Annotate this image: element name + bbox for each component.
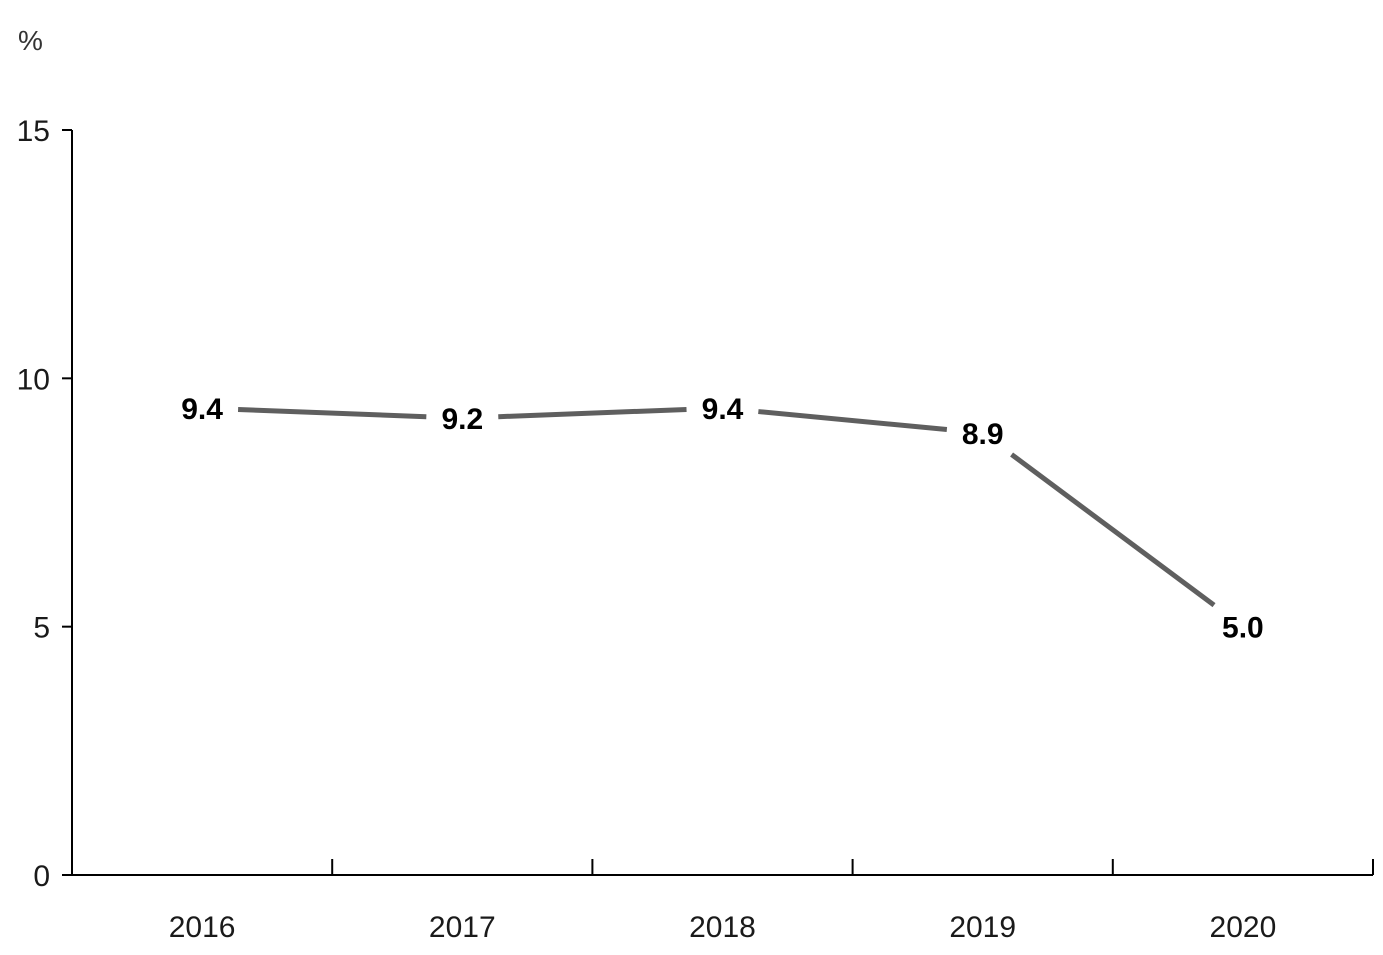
y-tick-label: 0 bbox=[33, 860, 50, 893]
data-label: 8.9 bbox=[962, 418, 1004, 451]
x-tick-label: 2020 bbox=[1210, 911, 1277, 944]
data-label: 9.2 bbox=[441, 403, 483, 436]
data-label: 9.4 bbox=[702, 393, 744, 426]
series-line-segment bbox=[758, 409, 948, 433]
x-axis: 2016 2017 2018 2019 2020 bbox=[72, 859, 1374, 944]
x-tick-label: 2018 bbox=[689, 911, 756, 944]
series-line-segment bbox=[498, 407, 687, 420]
series-layer bbox=[237, 407, 1216, 608]
x-tick-label: 2019 bbox=[949, 911, 1016, 944]
data-label: 9.4 bbox=[181, 393, 223, 426]
x-tick-label: 2016 bbox=[169, 911, 236, 944]
series-line-segment bbox=[1010, 452, 1216, 608]
y-tick-label: 5 bbox=[33, 612, 50, 645]
y-axis-unit-label: % bbox=[18, 25, 43, 56]
data-labels-layer: 9.4 9.2 9.4 8.9 5.0 bbox=[181, 393, 1264, 645]
y-tick-label: 15 bbox=[17, 115, 50, 148]
y-tick-label: 10 bbox=[17, 363, 50, 396]
series-line-segment bbox=[237, 407, 427, 420]
y-axis: 0 5 10 15 bbox=[17, 115, 73, 893]
x-tick-label: 2017 bbox=[429, 911, 496, 944]
data-label: 5.0 bbox=[1222, 612, 1264, 645]
